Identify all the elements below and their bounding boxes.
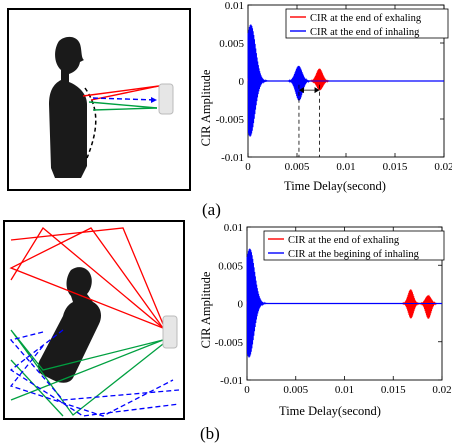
person-silhouette-icon (49, 36, 87, 179)
x-tick-label: 0.015 (383, 161, 408, 173)
y-axis-title: CIR Amplitude (199, 69, 213, 146)
series-line-0 (246, 284, 442, 324)
device-icon (162, 315, 178, 349)
x-tick-label: 0 (244, 384, 250, 396)
illustration-a (7, 8, 191, 191)
x-axis-title: Time Delay(second) (279, 404, 381, 418)
x-tick-label: 0.01 (336, 161, 355, 173)
annotation-arrowhead-left (298, 87, 304, 94)
y-tick-label: 0.01 (224, 222, 243, 234)
person-silhouette-icon (38, 267, 101, 383)
legend-b: CIR at the end of exhaling CIR at the be… (263, 230, 445, 261)
series-line-1 (247, 24, 444, 137)
legend-box (285, 8, 449, 39)
plot-area: 0 0.005 0.01 0.015 0.02 0.01 0.005 0 -0.005 -0.01 (216, 0, 452, 173)
x-tick-label: 0.015 (381, 384, 406, 396)
plot-area: 0 0.005 0.01 0.015 0.02 0.01 0.005 0 -0.005 -0.01 (215, 222, 452, 396)
axes-frame (246, 226, 443, 381)
signal-paths (82, 85, 160, 111)
x-tick-label: 0 (245, 161, 251, 173)
series-line-0 (247, 59, 444, 104)
x-tick-label: 0.005 (285, 161, 310, 173)
x-axis-title: Time Delay(second) (284, 179, 386, 193)
series-line-1 (246, 248, 442, 358)
x-tick-label: 0.02 (434, 161, 452, 173)
legend-label-inhale: CIR at the begining of inhaling (288, 249, 420, 260)
panel-label-b: (b) (200, 424, 220, 443)
x-tick-label: 0.01 (335, 384, 354, 396)
legend-box (263, 230, 445, 261)
legend-label-inhale: CIR at the end of inhaling (310, 27, 420, 38)
y-tick-label: -0.005 (215, 337, 244, 349)
signal-paths (9, 227, 180, 417)
legend-label-exhale: CIR at the end of exhaling (288, 235, 400, 246)
chest-displacement-arc (84, 87, 97, 159)
x-tick-label: 0.02 (432, 384, 451, 396)
device-icon (158, 83, 174, 115)
x-tick-label: 0.005 (283, 384, 308, 396)
axes-frame (247, 4, 445, 158)
y-tick-label: 0.01 (225, 0, 244, 12)
y-tick-label: -0.01 (220, 375, 243, 387)
illustration-b (3, 220, 185, 420)
y-tick-label: 0 (239, 76, 245, 88)
panel-label-a: (a) (202, 200, 221, 219)
legend-a: CIR at the end of exhaling CIR at the en… (285, 8, 449, 39)
y-tick-label: -0.01 (221, 152, 244, 164)
y-tick-label: -0.005 (216, 114, 245, 126)
y-tick-label: 0 (238, 299, 244, 311)
y-tick-label: 0.005 (218, 260, 243, 272)
annotation-arrowhead-right (314, 87, 320, 94)
y-tick-label: 0.005 (219, 38, 244, 50)
legend-label-exhale: CIR at the end of exhaling (310, 13, 422, 24)
y-axis-title: CIR Amplitude (199, 271, 213, 348)
